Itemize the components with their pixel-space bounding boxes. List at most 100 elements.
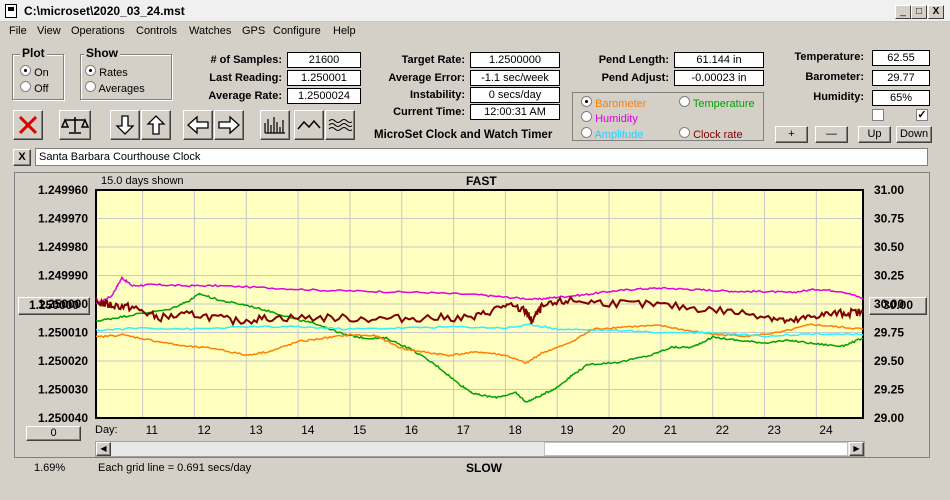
- stop-button[interactable]: [13, 110, 43, 140]
- sensor-humidity-label: Humidity: [595, 113, 638, 125]
- rate-center-button[interactable]: 1.250000: [18, 297, 90, 315]
- minimize-button[interactable]: _: [895, 5, 911, 19]
- left-tick-label: 1.249970: [38, 212, 88, 226]
- sensor-humidity-radio[interactable]: Humidity: [581, 111, 638, 125]
- offset-button[interactable]: 0: [26, 426, 81, 441]
- calibrate-button[interactable]: [59, 110, 91, 140]
- menu-watches[interactable]: Watches: [189, 25, 232, 37]
- target-rate-field[interactable]: 1.2500000: [470, 52, 560, 68]
- left-tick-label: 1.249990: [38, 269, 88, 283]
- menu-file[interactable]: File: [9, 25, 27, 37]
- sensor-center-button[interactable]: 30.00: [869, 297, 927, 315]
- target-rate-label: Target Rate:: [401, 54, 465, 66]
- menu-operations[interactable]: Operations: [71, 25, 125, 37]
- balance-icon: [61, 117, 89, 134]
- clock-name-input[interactable]: Santa Barbara Courthouse Clock: [35, 148, 928, 166]
- left-tick-label: 1.250020: [38, 354, 88, 368]
- sensor-clockrate-label: Clock rate: [693, 129, 743, 141]
- sensor-temperature-radio[interactable]: Temperature: [679, 96, 755, 110]
- clear-clock-button[interactable]: X: [13, 149, 31, 166]
- close-button[interactable]: X: [928, 5, 944, 19]
- up-button[interactable]: Up: [858, 126, 891, 143]
- app-icon[interactable]: [5, 4, 17, 18]
- average-error-field: -1.1 sec/week: [470, 70, 560, 86]
- right-tick-label: 30.75: [874, 212, 904, 226]
- arrow-right-icon: [218, 115, 240, 135]
- wave-button[interactable]: [294, 110, 324, 140]
- samples-field: 21600: [287, 52, 361, 68]
- menu-controls[interactable]: Controls: [136, 25, 177, 37]
- current-time-field: 12:00:31 AM: [470, 104, 560, 120]
- option-checkbox-1[interactable]: [872, 109, 884, 121]
- left-tick-label: 1.250040: [38, 411, 88, 425]
- scrollbar-thumb[interactable]: [544, 442, 848, 456]
- time-scrollbar[interactable]: ◀ ▶: [95, 441, 865, 457]
- plot-off-label: Off: [34, 83, 49, 95]
- humidity-label: Humidity:: [813, 91, 864, 103]
- menu-view[interactable]: View: [37, 25, 61, 37]
- pend-adjust-field: -0.00023 in: [674, 70, 764, 86]
- pend-length-label: Pend Length:: [598, 54, 669, 66]
- temperature-field: 62.55: [872, 50, 930, 66]
- day-tick-label: 12: [197, 423, 211, 437]
- menu-bar: File View Operations Controls Watches GP…: [0, 22, 950, 42]
- window-title: C:\microset\2020_03_24.mst: [24, 4, 185, 18]
- pend-adjust-label: Pend Adjust:: [601, 72, 669, 84]
- day-tick-label: 20: [612, 423, 626, 437]
- scroll-up-button[interactable]: [141, 110, 171, 140]
- arrow-up-icon: [146, 115, 166, 135]
- menu-help[interactable]: Help: [333, 25, 356, 37]
- average-rate-field: 1.2500024: [287, 88, 361, 104]
- menu-configure[interactable]: Configure: [273, 25, 321, 37]
- plot-group-title: Plot: [20, 46, 47, 60]
- day-tick-label: 15: [353, 423, 367, 437]
- day-tick-label: 24: [819, 423, 833, 437]
- slow-label: SLOW: [466, 461, 502, 475]
- show-rates-radio[interactable]: Rates: [85, 65, 128, 79]
- menu-gps[interactable]: GPS: [242, 25, 266, 37]
- wave-icon: [297, 119, 321, 130]
- plot-off-radio[interactable]: Off: [20, 81, 49, 95]
- ripple-button[interactable]: [325, 110, 355, 140]
- day-axis-label: Day:: [95, 424, 118, 436]
- sensor-barometer-radio[interactable]: Barometer: [581, 96, 646, 110]
- temperature-label: Temperature:: [794, 51, 864, 63]
- left-tick-label: 1.250030: [38, 383, 88, 397]
- histogram-button[interactable]: [260, 110, 290, 140]
- sensor-temperature-label: Temperature: [692, 98, 755, 110]
- option-checkbox-2[interactable]: ✓: [916, 109, 928, 121]
- left-tick-label: 1.250010: [38, 326, 88, 340]
- minus-button[interactable]: —: [815, 126, 848, 143]
- title-bar: C:\microset\2020_03_24.mst _ □ X: [0, 0, 950, 22]
- scroll-left-button[interactable]: [183, 110, 213, 140]
- right-tick-label: 29.00: [874, 411, 904, 425]
- plus-button[interactable]: +: [775, 126, 808, 143]
- plot-on-label: On: [34, 67, 49, 79]
- maximize-button[interactable]: □: [911, 5, 927, 19]
- right-tick-label: 30.25: [874, 269, 904, 283]
- day-tick-label: 18: [508, 423, 522, 437]
- series-line-amplitude: [95, 323, 864, 338]
- series-line-temperature: [95, 292, 864, 403]
- scroll-down-button[interactable]: [110, 110, 140, 140]
- last-reading-field: 1.250001: [287, 70, 361, 86]
- show-averages-radio[interactable]: Averages: [85, 81, 145, 95]
- samples-label: # of Samples:: [210, 54, 282, 66]
- current-time-label: Current Time:: [393, 106, 465, 118]
- arrow-left-icon: [187, 115, 209, 135]
- graph-panel: [14, 172, 930, 458]
- day-tick-label: 19: [560, 423, 574, 437]
- plot-on-radio[interactable]: On: [20, 65, 49, 79]
- sensor-clockrate-radio[interactable]: Clock rate: [679, 127, 743, 141]
- down-button[interactable]: Down: [896, 126, 932, 143]
- days-shown-label: 15.0 days shown: [101, 175, 184, 187]
- day-tick-label: 22: [716, 423, 730, 437]
- instability-field: 0 secs/day: [470, 87, 560, 103]
- left-tick-label: 1.250000: [38, 297, 88, 311]
- scroll-right-arrow[interactable]: ▶: [849, 442, 864, 456]
- sensor-amplitude-radio[interactable]: Amplitude: [581, 127, 643, 141]
- plot-frame: [95, 189, 864, 419]
- pend-length-field[interactable]: 61.144 in: [674, 52, 764, 68]
- scroll-left-arrow[interactable]: ◀: [96, 442, 111, 456]
- scroll-right-button[interactable]: [214, 110, 244, 140]
